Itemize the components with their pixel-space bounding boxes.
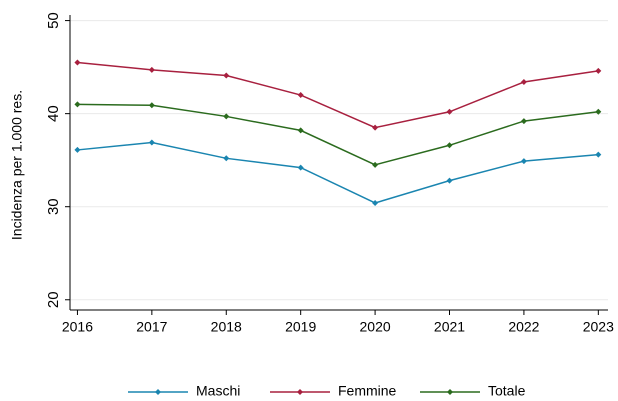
legend-marker	[155, 389, 161, 395]
legend-marker	[297, 389, 303, 395]
point	[297, 92, 304, 99]
point	[74, 101, 81, 108]
series-line	[77, 61, 599, 129]
point	[520, 158, 527, 165]
point	[223, 155, 230, 162]
point	[446, 142, 453, 149]
y-axis-label: Incidenza per 1.000 res.	[9, 90, 25, 240]
x-tick-label: 2023	[583, 319, 614, 335]
x-tick-label: 2021	[434, 319, 465, 335]
y-tick-label: 30	[45, 198, 62, 215]
x-tick-label: 2016	[62, 319, 93, 335]
y-tick-label: 20	[45, 291, 62, 308]
point	[595, 151, 602, 158]
x-tick-label: 2017	[136, 319, 167, 335]
point	[74, 146, 81, 153]
point	[372, 199, 379, 206]
x-tick-label: 2020	[360, 319, 391, 335]
legend-label: Maschi	[196, 383, 240, 399]
point	[297, 127, 304, 134]
x-tick-label: 2019	[285, 319, 316, 335]
legend-label: Totale	[488, 383, 526, 399]
point	[595, 108, 602, 115]
series-line	[77, 141, 599, 204]
point	[446, 177, 453, 184]
point	[223, 72, 230, 79]
legend-label: Femmine	[338, 383, 397, 399]
point	[372, 161, 379, 168]
y-tick-label: 50	[45, 12, 62, 29]
point	[446, 108, 453, 115]
point	[297, 164, 304, 171]
point	[148, 66, 155, 73]
point	[520, 118, 527, 125]
point	[148, 139, 155, 146]
y-tick-label: 40	[45, 105, 62, 122]
series-line	[77, 103, 599, 166]
x-tick-label: 2022	[508, 319, 539, 335]
point	[595, 67, 602, 74]
legend-marker	[447, 389, 453, 395]
point	[223, 113, 230, 120]
point	[520, 79, 527, 86]
point	[74, 59, 81, 66]
point	[372, 124, 379, 131]
point	[148, 102, 155, 109]
x-tick-label: 2018	[211, 319, 242, 335]
